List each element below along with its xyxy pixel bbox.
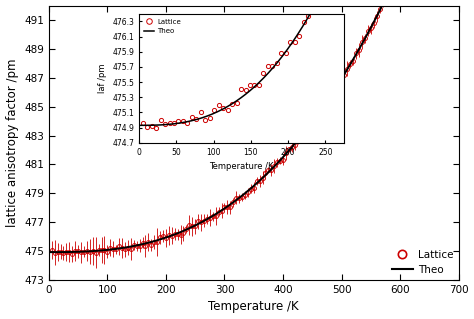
Legend: Lattice, Theo: Lattice, Theo bbox=[392, 249, 454, 275]
Y-axis label: lattice anisotropy factor /pm: lattice anisotropy factor /pm bbox=[6, 59, 18, 227]
X-axis label: Temperature /K: Temperature /K bbox=[209, 300, 299, 314]
